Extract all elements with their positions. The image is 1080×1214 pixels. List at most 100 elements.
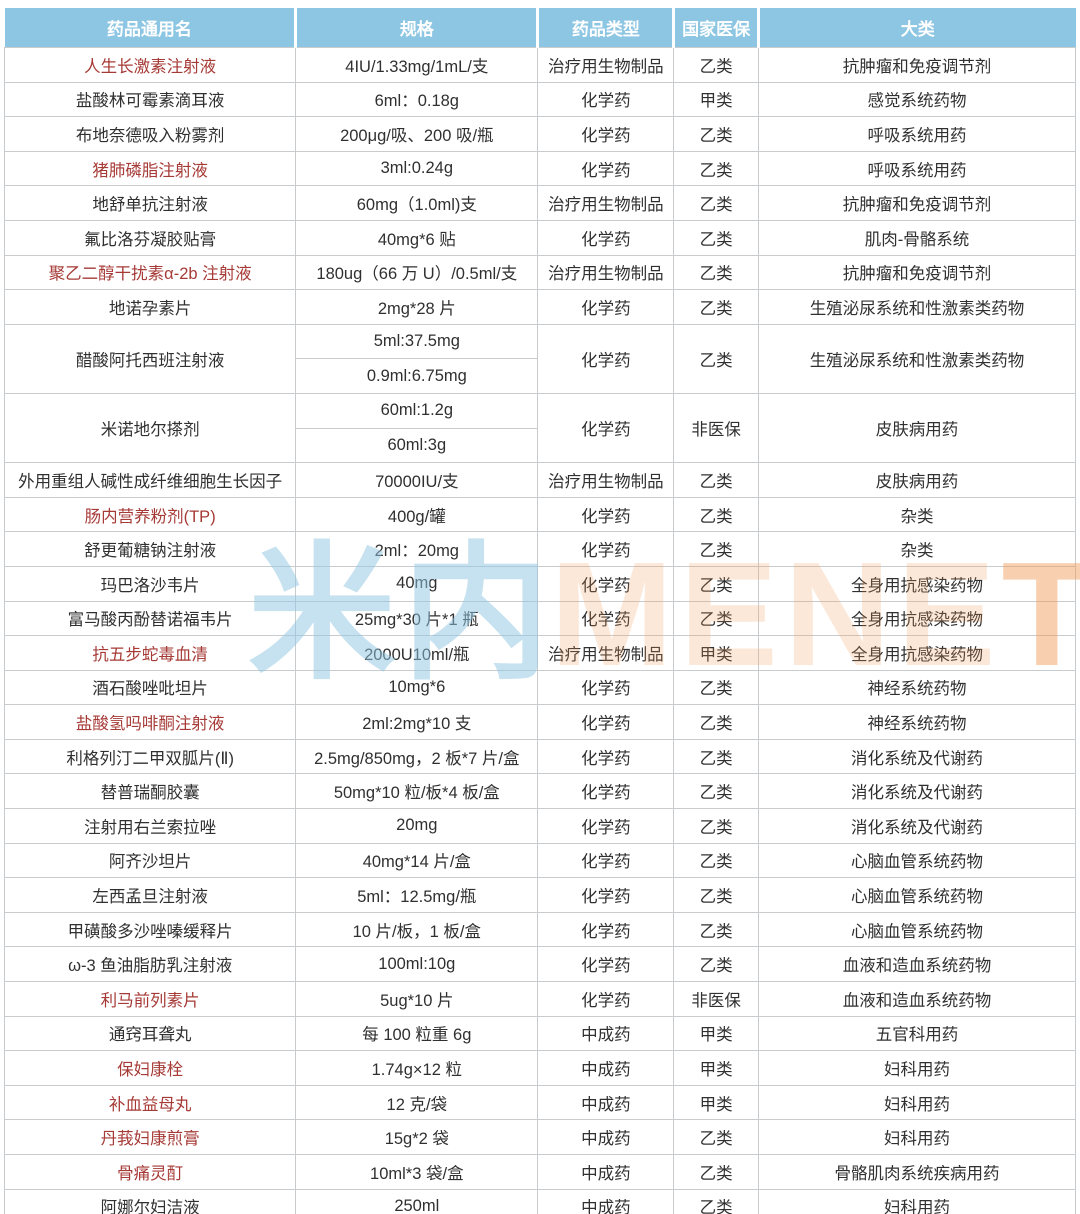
- drug-type-cell: 化学药: [537, 531, 675, 567]
- insurance-cell: 乙类: [673, 289, 759, 325]
- spec-cell: 5ug*10 片: [295, 981, 539, 1017]
- insurance-cell: 乙类: [673, 600, 759, 637]
- insurance-cell: 乙类: [673, 738, 759, 775]
- category-cell: 骨骼肌肉系统疾病用药: [757, 1154, 1077, 1190]
- drug-name-cell: 骨痛灵酊: [3, 1154, 297, 1190]
- insurance-cell: 乙类: [673, 116, 759, 152]
- category-cell: 心脑血管系统药物: [757, 911, 1077, 948]
- drug-type-cell: 治疗用生物制品: [537, 47, 675, 83]
- drug-name-cell: 聚乙二醇干扰素α-2b 注射液: [3, 254, 297, 291]
- spec-cell: 60ml:1.2g: [295, 392, 539, 429]
- drug-type-cell: 化学药: [537, 323, 675, 394]
- category-cell: 消化系统及代谢药: [757, 738, 1077, 775]
- drug-name-cell: 保妇康栓: [3, 1050, 297, 1086]
- drug-type-cell: 中成药: [537, 1084, 675, 1121]
- spec-cell: 10 片/板，1 板/盒: [295, 911, 539, 948]
- table-row: ω-3 鱼油脂肪乳注射液 100ml:10g 化学药 乙类 血液和造血系统药物: [3, 946, 1077, 983]
- insurance-cell: 甲类: [673, 1050, 759, 1086]
- table-header: 药品通用名 规格 药品类型 国家医保 大类: [4, 8, 1076, 48]
- spec-cell: 6ml：0.18g: [295, 81, 539, 118]
- drug-type-cell: 中成药: [537, 1188, 675, 1214]
- spec-cell: 15g*2 袋: [295, 1119, 539, 1155]
- drug-type-cell: 化学药: [537, 81, 675, 118]
- category-cell: 神经系统药物: [757, 704, 1077, 740]
- drug-name-cell: 米诺地尔搽剂: [3, 392, 297, 464]
- spec-cell: 60ml:3g: [295, 427, 539, 464]
- spec-cell: 180ug（66 万 U）/0.5ml/支: [295, 254, 539, 291]
- category-cell: 血液和造血系统药物: [757, 981, 1077, 1017]
- category-cell: 全身用抗感染药物: [757, 600, 1077, 637]
- table-subrow: 60ml:3g: [5, 427, 1076, 464]
- insurance-cell: 非医保: [673, 981, 759, 1017]
- category-cell: 皮肤病用药: [757, 462, 1077, 498]
- spec-cell: 20mg: [295, 808, 539, 844]
- drug-table: 药品通用名 规格 药品类型 国家医保 大类 人生长激素注射液 4IU/1.33mg…: [3, 8, 1077, 1214]
- col-header-drug-type: 药品类型: [536, 8, 674, 48]
- drug-name-cell: 注射用右兰索拉唑: [3, 808, 297, 844]
- drug-name-cell: 布地奈德吸入粉雾剂: [3, 116, 297, 152]
- category-cell: 妇科用药: [757, 1119, 1077, 1155]
- drug-type-cell: 化学药: [537, 877, 675, 913]
- table-row: 盐酸林可霉素滴耳液 6ml：0.18g 化学药 甲类 感觉系统药物: [3, 81, 1077, 118]
- drug-name-cell: 通窍耳聋丸: [3, 1015, 297, 1052]
- category-cell: 呼吸系统用药: [757, 116, 1077, 152]
- insurance-cell: 乙类: [673, 462, 759, 498]
- insurance-cell: 非医保: [673, 392, 759, 464]
- drug-name-cell: 地舒单抗注射液: [3, 185, 297, 221]
- drug-type-cell: 化学药: [537, 600, 675, 637]
- insurance-cell: 乙类: [673, 185, 759, 221]
- table-row: 通窍耳聋丸每 100 粒重 6g 中成药 甲类 五官科用药: [3, 1015, 1077, 1052]
- drug-name-cell: 抗五步蛇毒血清: [3, 635, 297, 671]
- drug-type-cell: 治疗用生物制品: [537, 635, 675, 671]
- category-cell: 妇科用药: [757, 1188, 1077, 1214]
- spec-cell: 0.9ml:6.75mg: [295, 358, 539, 394]
- table-row: 骨痛灵酊 10ml*3 袋/盒 中成药 乙类 骨骼肌肉系统疾病用药: [3, 1154, 1077, 1190]
- drug-name-cell: 补血益母丸: [3, 1084, 297, 1121]
- drug-name-cell: 盐酸氢吗啡酮注射液: [3, 704, 297, 740]
- table-row: 盐酸氢吗啡酮注射液 2ml:2mg*10 支化学药 乙类 神经系统药物: [3, 704, 1077, 740]
- drug-name-cell: 甲磺酸多沙唑嗪缓释片: [3, 911, 297, 948]
- spec-cell: 200μg/吸、200 吸/瓶: [295, 116, 539, 152]
- drug-type-cell: 中成药: [537, 1015, 675, 1052]
- table-row: 氟比洛芬凝胶贴膏 40mg*6 贴化学药 乙类 肌肉-骨骼系统: [3, 219, 1077, 256]
- spec-cell: 2ml：20mg: [295, 531, 539, 567]
- table-row: 丹莪妇康煎膏 15g*2 袋中成药 乙类 妇科用药: [3, 1119, 1077, 1155]
- drug-type-cell: 化学药: [537, 150, 675, 187]
- category-cell: 皮肤病用药: [757, 392, 1077, 464]
- drug-type-cell: 化学药: [537, 669, 675, 706]
- insurance-cell: 乙类: [673, 773, 759, 810]
- table-row: 抗五步蛇毒血清 2000U10ml/瓶 治疗用生物制品 甲类 全身用抗感染药物: [3, 635, 1077, 671]
- category-cell: 抗肿瘤和免疫调节剂: [757, 47, 1077, 83]
- table-row: 富马酸丙酚替诺福韦片 25mg*30 片*1 瓶化学药 乙类 全身用抗感染药物: [3, 600, 1077, 637]
- category-cell: 心脑血管系统药物: [757, 842, 1077, 879]
- drug-name-cell: 丹莪妇康煎膏: [3, 1119, 297, 1155]
- category-cell: 生殖泌尿系统和性激素类药物: [757, 323, 1077, 394]
- drug-type-cell: 治疗用生物制品: [537, 185, 675, 221]
- insurance-cell: 乙类: [673, 323, 759, 394]
- table-row: 地舒单抗注射液 60mg（1.0ml)支 治疗用生物制品 乙类 抗肿瘤和免疫调节剂: [3, 185, 1077, 221]
- spec-cell: 70000IU/支: [295, 462, 539, 498]
- drug-type-cell: 化学药: [537, 773, 675, 810]
- category-cell: 血液和造血系统药物: [757, 946, 1077, 983]
- table-row: 猪肺磷脂注射液 3ml:0.24g 化学药 乙类 呼吸系统用药: [3, 150, 1077, 187]
- drug-name-cell: 替普瑞酮胶囊: [3, 773, 297, 810]
- spec-cell: 10ml*3 袋/盒: [295, 1154, 539, 1190]
- insurance-cell: 甲类: [673, 1084, 759, 1121]
- table-body: 人生长激素注射液 4IU/1.33mg/1mL/支 治疗用生物制品 乙类 抗肿瘤和免疫调…: [3, 47, 1077, 1214]
- table-row: 玛巴洛沙韦片 40mg 化学药 乙类 全身用抗感染药物: [3, 565, 1077, 602]
- drug-name-cell: 醋酸阿托西班注射液: [3, 323, 297, 394]
- category-cell: 心脑血管系统药物: [757, 877, 1077, 913]
- table-row: 利马前列素片 5ug*10 片化学药 非医保 血液和造血系统药物: [3, 981, 1077, 1017]
- drug-name-cell: ω-3 鱼油脂肪乳注射液: [3, 946, 297, 983]
- drug-type-cell: 化学药: [537, 219, 675, 256]
- drug-type-cell: 治疗用生物制品: [537, 254, 675, 291]
- drug-name-cell: 氟比洛芬凝胶贴膏: [3, 219, 297, 256]
- category-cell: 神经系统药物: [757, 669, 1077, 706]
- table-row: 米诺地尔搽剂 60ml:1.2g 化学药 非医保 皮肤病用药: [3, 392, 1077, 464]
- drug-type-cell: 化学药: [537, 808, 675, 844]
- table-subrow: 0.9ml:6.75mg: [5, 358, 1076, 394]
- insurance-cell: 乙类: [673, 150, 759, 187]
- drug-name-cell: 阿齐沙坦片: [3, 842, 297, 879]
- insurance-cell: 甲类: [673, 81, 759, 118]
- spec-cell: 100ml:10g: [295, 946, 539, 983]
